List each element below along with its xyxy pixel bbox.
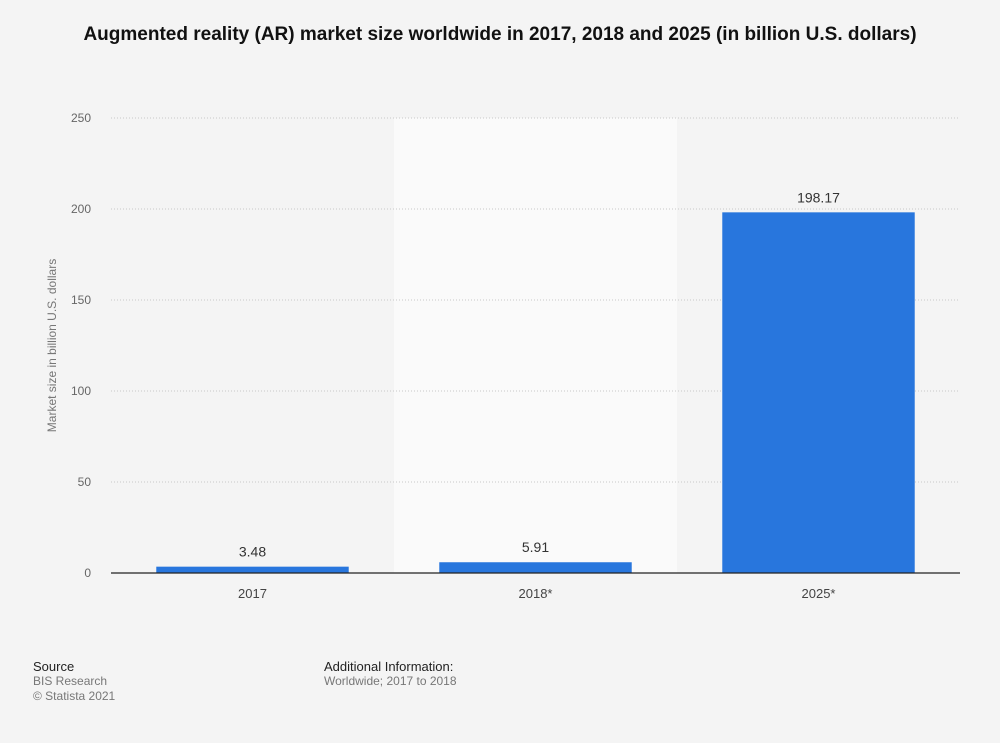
bar [156,566,349,573]
x-tick-label: 2018* [519,586,553,601]
data-label: 3.48 [239,544,266,560]
data-label: 5.91 [522,539,549,555]
bar [439,562,632,573]
y-tick-label: 100 [71,384,91,398]
source-heading: Source [33,659,75,674]
y-tick-label: 150 [71,293,91,307]
y-tick-label: 250 [71,111,91,125]
source-name: BIS Research [33,674,108,688]
bar-chart: 0 50 100 150 200 250 Market size in billion U.… [45,111,960,601]
additional-info-heading: Additional Information: [324,659,454,674]
copyright-text: © Statista 2021 [33,689,116,703]
additional-info-text: Worldwide; 2017 to 2018 [324,674,457,688]
y-tick-label: 0 [84,566,91,580]
y-axis-label: Market size in billion U.S. dollars [45,259,59,432]
additional-info-block: Additional Information: Worldwide; 2017 … [324,659,457,689]
highlight-band [394,118,677,573]
bar [722,212,915,573]
y-tick-label: 50 [78,475,92,489]
y-tick-label: 200 [71,202,91,216]
data-label: 198.17 [797,189,840,205]
source-block: Source BIS Research © Statista 2021 [33,659,115,704]
chart-title: Augmented reality (AR) market size world… [83,24,917,45]
x-tick-label: 2025* [802,586,836,601]
x-tick-label: 2017 [238,586,267,601]
